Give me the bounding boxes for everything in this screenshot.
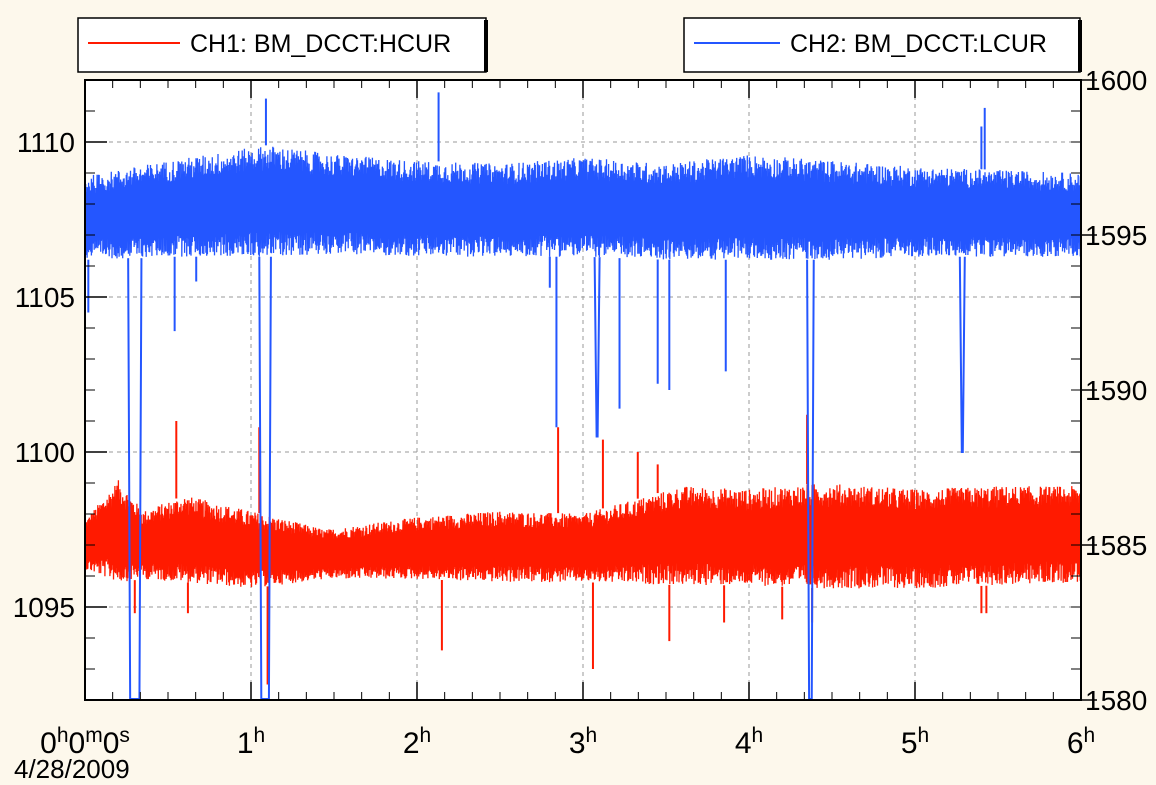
y-left-tick-label: 1105 [15, 282, 75, 313]
x-tick-label-unit: h [586, 724, 598, 747]
y-right-tick-label: 1580 [1085, 685, 1147, 716]
x-tick-label-unit: s [119, 724, 130, 747]
legend-ch2: CH2: BM_DCCT:LCUR [683, 17, 1082, 73]
grid-lines [85, 80, 1081, 700]
x-tick-label-unit: h [57, 724, 69, 747]
x-tick-label-unit: h [752, 724, 764, 747]
x-tick-label-value: 0 [40, 727, 57, 760]
x-tick-label-value: 1 [237, 727, 254, 760]
y-right-tick-label: 1595 [1085, 220, 1147, 251]
series-ch1 [84, 414, 1082, 685]
x-tick-label: 4h [735, 724, 763, 761]
y-right-tick-label: 1590 [1085, 375, 1147, 406]
series-noise-band [84, 480, 1082, 589]
legend-box-ch2 [683, 17, 1081, 73]
legend-label-ch1: CH1: BM_DCCT:HCUR [190, 30, 451, 58]
x-tick-label-value: 0 [103, 727, 120, 760]
y-left-tick-label: 1095 [13, 592, 75, 623]
x-tick-label: 5h [901, 724, 929, 761]
y-left-tick-label: 1110 [17, 127, 75, 158]
x-tick-label-value: 0 [69, 727, 86, 760]
x-tick-label: 6h [1067, 724, 1095, 761]
x-tick-label: 0h0m0s [40, 724, 130, 761]
x-tick-label-value: 4 [735, 727, 752, 760]
y-right-tick-label: 1600 [1085, 65, 1147, 96]
axes: 0h0m0s 1h 2h 3h 4h 5h 6h1095110011051110158015… [13, 65, 1148, 760]
y-left-tick-label: 1100 [15, 437, 75, 468]
series-dropout [958, 256, 966, 453]
x-tick-label-value: 6 [1067, 727, 1084, 760]
x-tick-label: 3h [569, 724, 597, 761]
y-right-tick-label: 1585 [1085, 530, 1147, 561]
x-tick-label-unit: h [254, 724, 266, 747]
x-tick-label: 1h [237, 724, 265, 761]
x-tick-label-value: 3 [569, 727, 586, 760]
x-tick-label-value: 5 [901, 727, 918, 760]
legend-label-ch2: CH2: BM_DCCT:LCUR [790, 30, 1047, 58]
x-tick-label-unit: m [85, 724, 103, 747]
x-tick-label-unit: h [918, 724, 930, 747]
x-tick-label-unit: h [420, 724, 432, 747]
x-tick-label: 2h [403, 724, 431, 761]
x-tick-label-unit: h [1084, 724, 1096, 747]
x-tick-label-value: 2 [403, 727, 420, 760]
series-noise-band [84, 146, 1082, 260]
date-label: 4/28/2009 [14, 754, 130, 784]
legend-ch1: CH1: BM_DCCT:HCUR [77, 17, 488, 73]
series-dropout [593, 257, 601, 438]
